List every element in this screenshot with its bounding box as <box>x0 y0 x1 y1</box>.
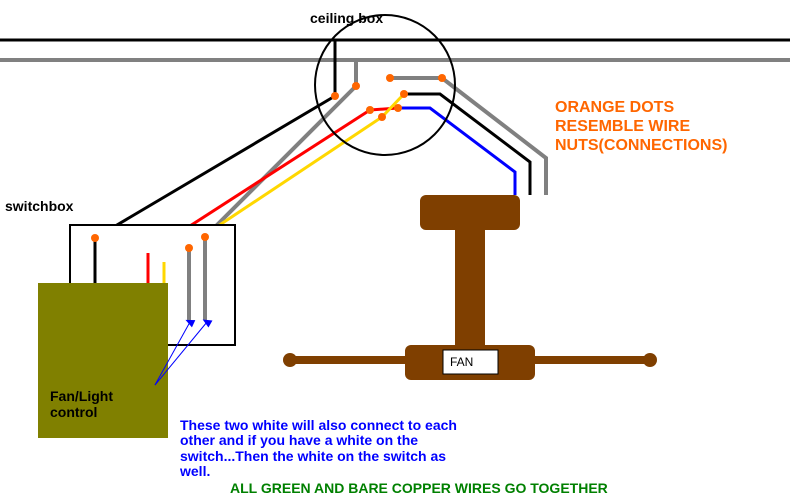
fan-light-control-label: Fan/Light control <box>50 388 113 420</box>
wire-nut-4 <box>394 104 402 112</box>
wire-nut-1 <box>352 82 360 90</box>
wire-nut-3 <box>378 113 386 121</box>
wire-nut-8 <box>91 234 99 242</box>
wire-nut-7 <box>438 74 446 82</box>
wire-nut-9 <box>185 244 193 252</box>
ceiling-box-label: ceiling box <box>310 10 383 26</box>
fan-canopy <box>420 195 520 230</box>
green-bare-note: ALL GREEN AND BARE COPPER WIRES GO TOGET… <box>230 480 608 496</box>
white-wires-note: These two white will also connect to eac… <box>180 418 457 480</box>
fan-blade-cap-0 <box>283 353 297 367</box>
fan-downrod <box>455 230 485 345</box>
fan-blade-cap-1 <box>643 353 657 367</box>
wire-nut-5 <box>400 90 408 98</box>
box-to-switch-black <box>95 96 335 238</box>
wire-nut-2 <box>366 106 374 114</box>
wire-nut-6 <box>386 74 394 82</box>
orange-dots-note: ORANGE DOTS RESEMBLE WIRE NUTS(CONNECTIO… <box>555 98 727 156</box>
wire-nut-10 <box>201 233 209 241</box>
switchbox-label: switchbox <box>5 198 73 214</box>
fan-label: FAN <box>450 355 473 369</box>
box-to-switch-white <box>205 86 356 237</box>
wire-nut-0 <box>331 92 339 100</box>
box-red-to-blue <box>370 108 398 110</box>
